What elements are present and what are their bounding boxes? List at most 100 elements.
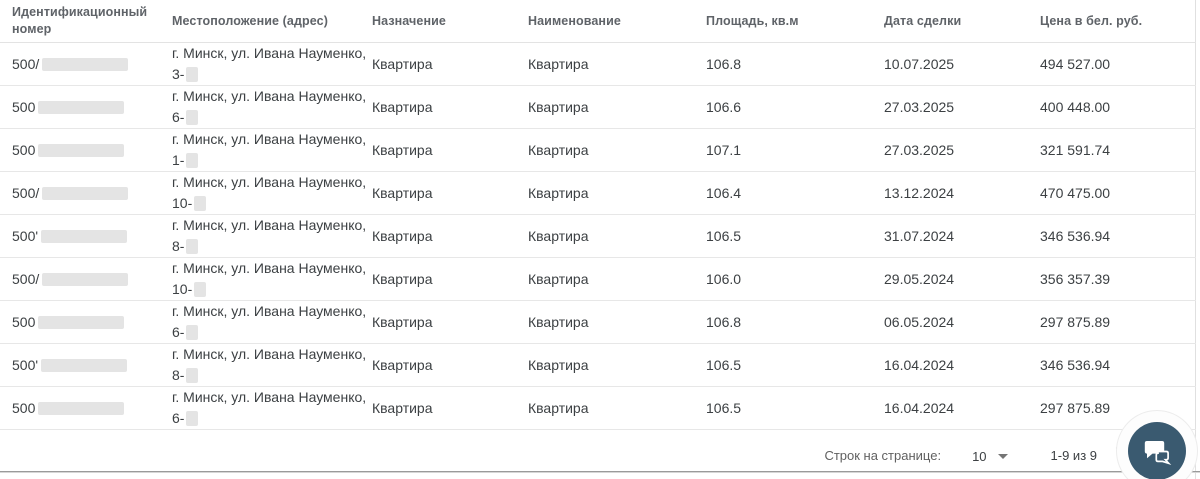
cell-area: 106.5 (694, 343, 872, 387)
address-line-1: г. Минск, ул. Ивана Науменко, (172, 45, 367, 61)
address-redaction-block (186, 153, 199, 168)
cell-price: 494 527.00 (1028, 42, 1196, 86)
address-line-1: г. Минск, ул. Ивана Науменко, (172, 174, 367, 190)
address-line-2: 8- (172, 236, 348, 257)
cell-id: 500 (0, 85, 160, 129)
id-visible-text: 500ʹ (12, 227, 39, 244)
cell-address: г. Минск, ул. Ивана Науменко, 6- (160, 300, 367, 344)
cell-name: Квартира (516, 257, 694, 301)
address-line-2: 6- (172, 107, 348, 128)
cell-address: г. Минск, ул. Ивана Науменко, 10- (160, 257, 367, 301)
id-redaction-block (41, 358, 128, 372)
table-row: 500/ г. Минск, ул. Ивана Науменко, 10- К… (0, 257, 1196, 301)
address-redaction-block (186, 110, 199, 125)
id-redaction-block (42, 186, 129, 200)
rows-per-page-value: 10 (972, 448, 987, 464)
cell-area: 106.8 (694, 42, 872, 86)
table-row: 500ʹ г. Минск, ул. Ивана Науменко, 8- Кв… (0, 343, 1196, 387)
id-redaction-block (38, 100, 125, 114)
table-row: 500/ г. Минск, ул. Ивана Науменко, 3- Кв… (0, 42, 1196, 86)
address-redaction-block (186, 67, 199, 82)
cell-id: 500 (0, 128, 160, 172)
address-line-2: 6- (172, 408, 348, 429)
cell-date: 31.07.2024 (872, 214, 1028, 258)
table-header: Идентификационный номер Местоположение (… (0, 0, 1196, 43)
cell-date: 27.03.2025 (872, 128, 1028, 172)
address-line-2: 8- (172, 365, 348, 386)
cell-purpose: Квартира (360, 42, 516, 86)
id-visible-text: 500 (12, 141, 36, 158)
cell-area: 106.8 (694, 300, 872, 344)
cell-address: г. Минск, ул. Ивана Науменко, 1- (160, 128, 366, 172)
column-header: Назначение (360, 0, 516, 43)
cell-name: Квартира (516, 171, 694, 215)
cell-date: 13.12.2024 (872, 171, 1028, 215)
cell-name: Квартира (516, 343, 694, 387)
cell-address: г. Минск, ул. Ивана Науменко, 8- (160, 214, 367, 258)
id-redaction-block (38, 143, 125, 157)
address-redaction-block (186, 411, 199, 426)
column-header: Идентификационный номер (0, 0, 160, 43)
table-row: 500 г. Минск, ул. Ивана Науменко, 6- Ква… (0, 85, 1196, 129)
cell-name: Квартира (516, 85, 694, 129)
table-row: 500 г. Минск, ул. Ивана Науменко, 1- Ква… (0, 128, 1196, 172)
cell-address: г. Минск, ул. Ивана Науменко, 6- (160, 386, 367, 430)
cell-purpose: Квартира (360, 85, 516, 129)
id-visible-text: 500/ (12, 270, 40, 287)
address-redaction-block (194, 196, 207, 211)
address-redaction-block (186, 368, 199, 383)
address-line-1: г. Минск, ул. Ивана Науменко, (172, 88, 367, 104)
column-header: Цена в бел. руб. (1028, 0, 1196, 43)
table-row: 500ʹ г. Минск, ул. Ивана Науменко, 8- Кв… (0, 214, 1196, 258)
cell-area: 107.1 (694, 128, 872, 172)
column-header: Дата сделки (872, 0, 1028, 43)
cell-purpose: Квартира (360, 257, 516, 301)
cell-purpose: Квартира (360, 128, 516, 172)
chat-widget-halo (1117, 411, 1197, 479)
bottom-border-line (0, 471, 1200, 473)
cell-id: 500/ (0, 171, 160, 215)
id-redaction-block (38, 401, 125, 415)
cell-name: Квартира (516, 214, 694, 258)
cell-name: Квартира (516, 128, 694, 172)
cell-name: Квартира (516, 42, 694, 86)
cell-date: 29.05.2024 (872, 257, 1028, 301)
address-line-1: г. Минск, ул. Ивана Науменко, (172, 303, 367, 319)
id-visible-text: 500 (12, 399, 36, 416)
cell-area: 106.5 (694, 214, 872, 258)
chat-fab-button[interactable] (1128, 422, 1186, 479)
id-visible-text: 500 (12, 98, 36, 115)
address-redaction-block (186, 325, 199, 340)
address-line-2: 6- (172, 322, 348, 343)
rows-per-page-label: Строк на странице: (824, 448, 942, 463)
id-redaction-block (42, 272, 129, 286)
id-redaction-block (42, 57, 129, 71)
column-header: Площадь, кв.м (694, 0, 872, 43)
cell-purpose: Квартира (360, 386, 516, 430)
table-row: 500 г. Минск, ул. Ивана Науменко, 6- Ква… (0, 300, 1196, 344)
cell-purpose: Квартира (360, 214, 516, 258)
transactions-table: Идентификационный номер Местоположение (… (0, 0, 1196, 430)
cell-price: 346 536.94 (1028, 214, 1196, 258)
cell-price: 297 875.89 (1028, 300, 1196, 344)
cell-address: г. Минск, ул. Ивана Науменко, 8- (160, 343, 366, 387)
column-header: Местоположение (адрес) (160, 0, 360, 43)
cell-address: г. Минск, ул. Ивана Науменко, 3- (160, 42, 367, 86)
cell-date: 10.07.2025 (872, 42, 1028, 86)
cell-area: 106.6 (694, 85, 872, 129)
chat-icon (1144, 441, 1172, 466)
address-line-1: г. Минск, ул. Ивана Науменко, (172, 389, 367, 405)
cell-date: 27.03.2025 (872, 85, 1028, 129)
cell-date: 06.05.2024 (872, 300, 1028, 344)
cell-price: 470 475.00 (1028, 171, 1196, 215)
address-line-1: г. Минск, ул. Ивана Науменко, (172, 260, 367, 276)
cell-id: 500ʹ (0, 343, 160, 387)
cell-name: Квартира (516, 300, 694, 344)
address-line-2: 10- (172, 279, 348, 300)
table-row: 500/ г. Минск, ул. Ивана Науменко, 10- К… (0, 171, 1196, 215)
id-visible-text: 500 (12, 313, 36, 330)
rows-per-page-select[interactable]: 10 (969, 447, 1011, 473)
address-line-1: г. Минск, ул. Ивана Науменко, (172, 217, 367, 233)
